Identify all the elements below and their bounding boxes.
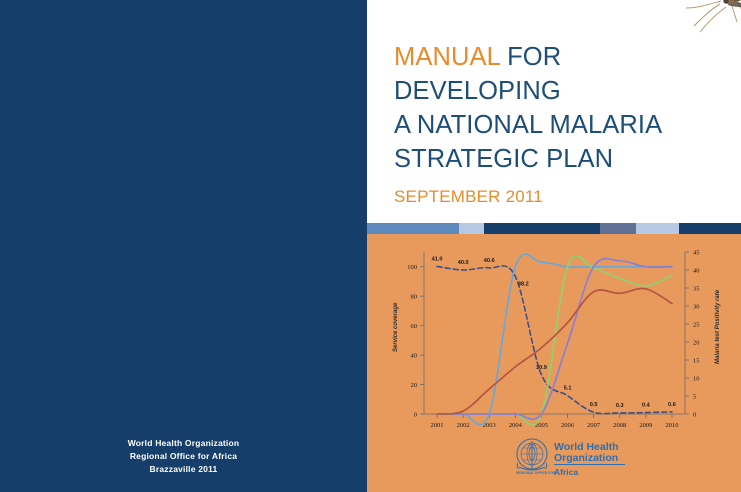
y-right-tick-label: 0 (693, 411, 696, 418)
document-subtitle: SEPTEMBER 2011 (394, 187, 543, 206)
y-right-tick-label: 20 (693, 339, 700, 346)
y-right-tick-label: 45 (693, 249, 700, 256)
title-block: MANUAL FOR DEVELOPING A NATIONAL MALARIA… (394, 40, 724, 207)
chart-data-label: 5.1 (564, 386, 572, 392)
chart-series-layer (436, 253, 673, 426)
x-tick-label: 2008 (613, 422, 626, 429)
chart-series-line (436, 257, 673, 421)
chart-panel: 0 20 40 60 80 100 0 5 10 15 20 25 30 35 40 45 2001 2002… (367, 234, 741, 492)
y-left-tick-label: 80 (411, 293, 418, 300)
x-tick-label: 2006 (561, 422, 575, 429)
chart-data-label: 41.0 (432, 256, 443, 262)
y-axis-right-title: Malaria test Positivity rate (715, 289, 721, 364)
x-axis-ticks: 2001 2002 2003 2004 2005 2006 2007 2008 2009 2010 (431, 414, 678, 429)
y-axis-left-ticks: 0 20 40 60 80 100 (407, 264, 424, 418)
chart-series-line (436, 253, 673, 426)
y-right-tick-label: 5 (693, 393, 696, 400)
y-right-tick-label: 35 (693, 285, 700, 292)
color-strip (367, 223, 741, 234)
y-right-tick-label: 15 (693, 357, 700, 364)
x-tick-label: 2003 (483, 422, 496, 429)
mosquito-icon (685, 0, 741, 33)
y-axis-right-ticks: 0 5 10 15 20 25 30 35 40 45 (685, 249, 700, 418)
chart-series-line (436, 265, 673, 415)
who-logo-region: Africa (554, 467, 578, 477)
who-logo: World Health Organization REGIONAL OFFIC… (516, 438, 625, 477)
y-right-tick-label: 40 (693, 267, 700, 274)
chart-data-label: 0.3 (616, 403, 624, 409)
who-logo-line-1: World Health (554, 441, 619, 453)
left-cover-panel: World Health Organization Regional Offic… (0, 0, 367, 492)
y-right-tick-label: 10 (693, 375, 700, 382)
y-left-tick-label: 40 (411, 352, 418, 359)
color-strip-segment-3 (600, 223, 636, 234)
title-rest: FOR DEVELOPING (394, 43, 562, 105)
color-strip-segment-4 (636, 223, 679, 234)
colophon-line-3: Brazzaville 2011 (149, 464, 218, 474)
y-left-tick-label: 20 (411, 382, 418, 389)
y-right-tick-label: 25 (693, 321, 700, 328)
who-logo-line-2: Organization (554, 452, 618, 464)
chart-series-line (436, 287, 673, 415)
x-tick-label: 2002 (457, 422, 470, 429)
colophon-line-2: Regional Office for Africa (129, 451, 238, 461)
y-left-tick-label: 60 (411, 323, 418, 330)
color-strip-segment-2 (484, 223, 600, 234)
chart-data-label: 38.2 (518, 281, 529, 287)
y-left-tick-label: 100 (407, 264, 417, 271)
colophon: World Health Organization Regional Offic… (0, 437, 367, 476)
x-tick-label: 2004 (509, 422, 523, 429)
chart-data-label: 40.6 (484, 258, 495, 264)
who-emblem-icon (516, 438, 548, 471)
title-highlight: MANUAL (394, 43, 500, 71)
chart-data-label: 0.4 (642, 403, 651, 409)
title-line-1: MANUAL FOR DEVELOPING (394, 40, 724, 108)
who-logo-emblem-caption: REGIONAL OFFICE FOR (516, 471, 556, 475)
chart-data-label: 40.0 (458, 260, 469, 266)
x-tick-label: 2007 (587, 422, 601, 429)
title-line-3: STRATEGIC PLAN (394, 145, 614, 173)
colophon-line-1: World Health Organization (127, 438, 240, 448)
color-strip-segment-5 (679, 223, 741, 234)
chart-data-label: 0.6 (668, 402, 676, 408)
color-strip-segment-1 (459, 223, 484, 234)
x-tick-label: 2009 (639, 422, 652, 429)
y-axis-left-title: Service coverage (393, 302, 399, 352)
chart-series-line (436, 255, 673, 426)
y-right-tick-label: 30 (693, 303, 700, 310)
x-tick-label: 2005 (535, 422, 548, 429)
title-line-2: A NATIONAL MALARIA (394, 111, 663, 139)
chart-data-label: 10.9 (536, 365, 547, 371)
x-tick-label: 2010 (665, 422, 678, 429)
y-left-tick-label: 0 (414, 411, 417, 418)
malaria-coverage-chart: 0 20 40 60 80 100 0 5 10 15 20 25 30 35 40 45 2001 2002… (393, 249, 721, 429)
color-strip-segment-0 (367, 223, 459, 234)
x-tick-label: 2001 (431, 422, 444, 429)
chart-data-labels: 41.0 40.0 40.6 38.2 10.9 5.1 0.5 0.3 0.4 0.6 (432, 256, 676, 409)
chart-data-label: 0.5 (590, 402, 598, 408)
